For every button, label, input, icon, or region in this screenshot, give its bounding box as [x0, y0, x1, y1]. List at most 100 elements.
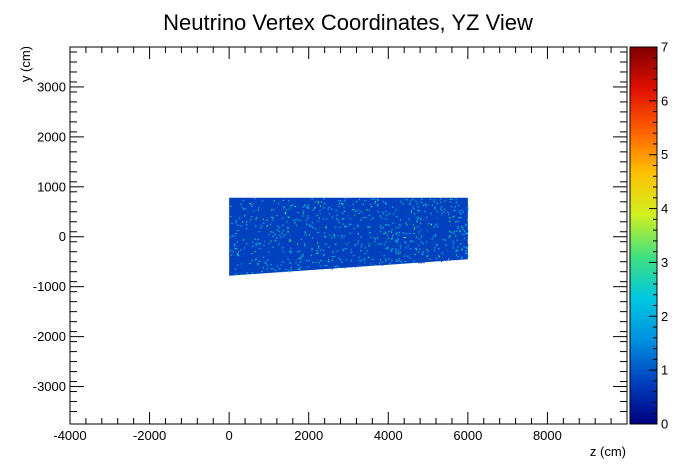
- heatmap-bin: [314, 252, 316, 254]
- heatmap-bin: [360, 260, 362, 262]
- heatmap-bin: [247, 235, 249, 237]
- heatmap-bin: [391, 237, 393, 239]
- heatmap-bin: [423, 247, 425, 250]
- heatmap-bin: [264, 217, 266, 219]
- heatmap-bin: [360, 219, 362, 221]
- heatmap-bin: [229, 249, 231, 251]
- heatmap-bin: [230, 205, 232, 207]
- heatmap-bin: [320, 226, 322, 228]
- heatmap-bin: [448, 213, 450, 215]
- heatmap-bin: [377, 205, 379, 207]
- heatmap-bin: [318, 217, 320, 219]
- heatmap-bin: [297, 264, 299, 266]
- heatmap-bin: [282, 224, 284, 226]
- heatmap-bin: [307, 212, 309, 214]
- heatmap-bin: [405, 242, 407, 244]
- heatmap-bin: [301, 252, 303, 254]
- heatmap-bin: [374, 202, 376, 204]
- heatmap-bin: [426, 225, 428, 227]
- heatmap-bin: [355, 244, 357, 246]
- heatmap-bin: [311, 204, 313, 206]
- heatmap-bin: [346, 244, 348, 246]
- heatmap-bin: [464, 233, 466, 235]
- heatmap-bin: [382, 200, 384, 203]
- heatmap-bin: [325, 236, 327, 238]
- heatmap-bin: [294, 224, 297, 226]
- heatmap-bin: [433, 201, 435, 203]
- heatmap-bin: [275, 229, 277, 231]
- heatmap-bin: [417, 218, 419, 220]
- heatmap-bin: [342, 243, 344, 245]
- heatmap-bin: [367, 208, 370, 210]
- heatmap-bin: [297, 258, 300, 260]
- x-axis-label: z (cm): [590, 444, 626, 459]
- heatmap-bin: [307, 220, 309, 222]
- heatmap-bin: [434, 214, 437, 216]
- y-tick-label: 3000: [37, 79, 66, 94]
- heatmap-bin: [307, 206, 309, 208]
- heatmap-speckles: [229, 197, 469, 275]
- heatmap-bin: [369, 258, 371, 260]
- heatmap-bin: [352, 201, 354, 203]
- heatmap-bin: [289, 271, 291, 273]
- heatmap-bin: [317, 252, 319, 254]
- heatmap-bin: [289, 262, 291, 264]
- heatmap-bin: [412, 206, 414, 208]
- heatmap-bin: [306, 207, 309, 209]
- heatmap-bin: [460, 213, 462, 215]
- heatmap-bin: [322, 248, 324, 250]
- heatmap-bin: [257, 238, 259, 240]
- heatmap-bin: [370, 226, 372, 228]
- heatmap-bin: [461, 248, 463, 250]
- heatmap-bin: [451, 198, 453, 200]
- heatmap-bin: [416, 236, 418, 238]
- heatmap-bin: [428, 225, 430, 227]
- heatmap-bin: [358, 208, 360, 211]
- heatmap-bin: [361, 243, 363, 245]
- heatmap-bin: [335, 241, 337, 244]
- heatmap-bin: [301, 238, 303, 240]
- heatmap-bin: [409, 248, 411, 250]
- heatmap-bin: [403, 236, 405, 239]
- heatmap-bin: [459, 231, 461, 233]
- heatmap-bin: [433, 229, 435, 231]
- heatmap-bin: [327, 232, 329, 234]
- heatmap-bin: [370, 235, 372, 237]
- heatmap-bin: [421, 232, 423, 234]
- heatmap-bin: [317, 247, 319, 249]
- heatmap-bin: [256, 211, 258, 213]
- heatmap-bin: [389, 223, 391, 226]
- heatmap-bin: [296, 243, 299, 245]
- heatmap-bin: [285, 208, 287, 211]
- heatmap-bin: [304, 214, 306, 216]
- heatmap-bin: [279, 234, 281, 236]
- heatmap-bin: [322, 207, 324, 209]
- heatmap-bin: [251, 205, 253, 207]
- heatmap-bin: [253, 255, 256, 258]
- heatmap-bin: [305, 247, 307, 249]
- heatmap-bin: [239, 217, 241, 219]
- heatmap-bin: [424, 208, 426, 211]
- heatmap-bin: [289, 251, 291, 253]
- heatmap-bin: [284, 233, 286, 235]
- heatmap-bin: [309, 216, 311, 218]
- heatmap-bin: [352, 200, 354, 202]
- heatmap-bin: [337, 256, 339, 258]
- heatmap-bin: [310, 230, 313, 232]
- heatmap-bin: [282, 247, 284, 249]
- heatmap-bin: [273, 225, 275, 227]
- heatmap-bin: [399, 245, 402, 247]
- heatmap-bin: [334, 235, 336, 237]
- heatmap-bin: [381, 264, 384, 266]
- heatmap-bin: [434, 247, 436, 249]
- heatmap-bin: [427, 250, 429, 252]
- heatmap-bin: [270, 221, 273, 223]
- heatmap-bin: [300, 204, 303, 206]
- heatmap-bin: [258, 243, 260, 245]
- heatmap-bin: [392, 232, 394, 234]
- heatmap-bin: [306, 223, 308, 225]
- heatmap-bin: [437, 257, 439, 259]
- heatmap-bin: [391, 248, 393, 250]
- heatmap-bin: [250, 247, 252, 249]
- heatmap-bin: [335, 244, 337, 246]
